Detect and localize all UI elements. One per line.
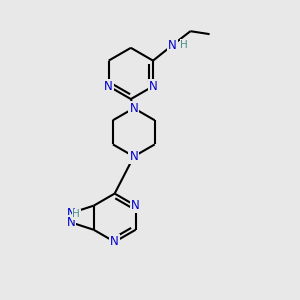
Text: N: N bbox=[129, 102, 138, 115]
Text: H: H bbox=[180, 40, 188, 50]
Text: N: N bbox=[66, 207, 75, 220]
Text: H: H bbox=[72, 209, 80, 219]
Text: N: N bbox=[168, 39, 177, 52]
Text: N: N bbox=[104, 80, 113, 93]
Text: N: N bbox=[129, 150, 138, 163]
Text: N: N bbox=[131, 199, 140, 212]
Text: N: N bbox=[149, 80, 158, 93]
Text: N: N bbox=[66, 216, 75, 229]
Text: N: N bbox=[110, 236, 119, 248]
